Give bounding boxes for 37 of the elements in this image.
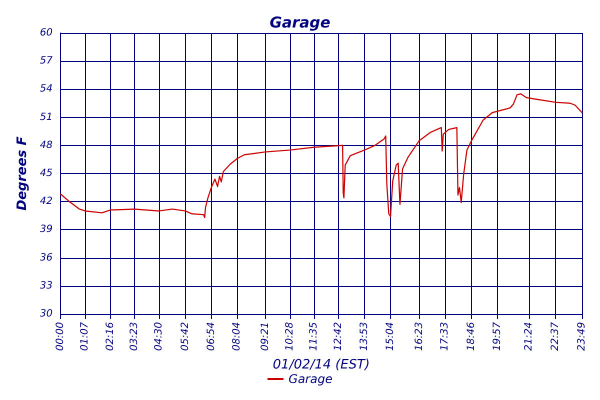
y-tick-label: 30 [40, 308, 53, 320]
x-tick-label: 22:37 [550, 321, 562, 351]
x-tick-label: 10:28 [284, 322, 296, 351]
x-tick-label: 16:23 [414, 322, 425, 351]
x-tick-label: 17:33 [439, 322, 450, 351]
y-tick-label: 51 [40, 112, 53, 123]
y-tick-label: 39 [40, 224, 53, 236]
y-tick-label: 42 [40, 196, 53, 208]
x-tick-label: 21:24 [524, 322, 535, 351]
x-axis-title: 01/02/14 (EST) [272, 358, 370, 373]
x-tick-label: 06:54 [206, 322, 218, 351]
y-axis-title: Degrees F [15, 136, 30, 211]
x-tick-label: 03:23 [129, 322, 140, 351]
y-tick-label: 48 [40, 140, 53, 151]
x-tick-label: 01:07 [80, 321, 91, 351]
y-tick-label: 57 [40, 56, 54, 67]
line-series [60, 93, 583, 218]
x-tick-label: 11:35 [308, 322, 320, 351]
x-tick-label: 23:49 [576, 322, 588, 351]
x-tick-label: 04:30 [154, 322, 165, 351]
x-tick-label: 00:00 [55, 322, 66, 351]
y-tick-label: 54 [40, 84, 53, 95]
chart-title: Garage [270, 14, 330, 32]
x-tick-label: 15:04 [384, 322, 396, 351]
x-tick-label: 08:04 [232, 322, 243, 351]
legend-label: Garage [288, 372, 332, 386]
y-tick-label: 36 [40, 252, 53, 264]
x-tick-label: 09:21 [260, 322, 271, 351]
x-tick-label: 19:57 [492, 321, 503, 351]
y-tick-label: 33 [40, 280, 53, 292]
x-tick-label: 12:42 [333, 322, 344, 351]
x-tick-label: 05:42 [180, 322, 191, 351]
x-tick-label: 18:46 [466, 322, 477, 351]
y-tick-label: 60 [40, 28, 53, 38]
x-tick-label: 02:16 [104, 322, 116, 351]
x-tick-label: 13:53 [359, 322, 370, 351]
y-tick-label: 45 [40, 168, 53, 179]
